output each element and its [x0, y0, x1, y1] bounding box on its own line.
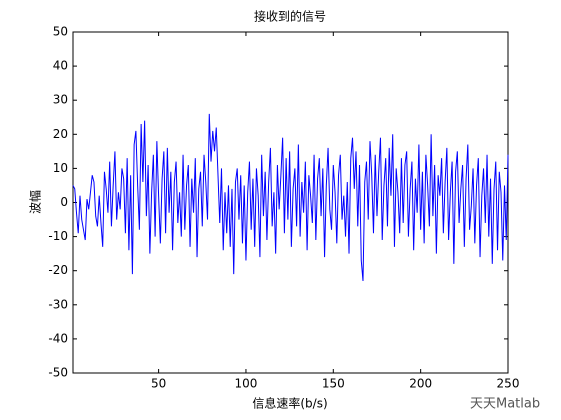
y-tick-label: 30	[53, 93, 68, 107]
y-tick-label: -30	[48, 297, 68, 311]
y-tick-label: -10	[48, 229, 68, 243]
x-tick-label: 100	[234, 377, 257, 391]
watermark: 天天Matlab	[470, 397, 540, 412]
y-tick-label: 40	[53, 59, 68, 73]
x-tick-label: 50	[151, 377, 166, 391]
y-tick-label: 10	[53, 161, 68, 175]
y-tick-label: 50	[53, 25, 68, 39]
x-tick-label: 250	[497, 377, 520, 391]
y-axis-label: 波幅	[28, 190, 43, 214]
chart-title: 接收到的信号	[254, 9, 326, 24]
y-tick-label: 20	[53, 127, 68, 141]
x-tick-label: 200	[409, 377, 432, 391]
y-tick-label: 0	[60, 195, 68, 209]
x-axis-label: 信息速率(b/s)	[252, 396, 327, 411]
x-tick-label: 150	[322, 377, 345, 391]
y-tick-label: -40	[48, 331, 68, 345]
y-tick-label: -20	[48, 263, 68, 277]
y-tick-label: -50	[48, 366, 68, 380]
signal-line	[72, 113, 509, 281]
